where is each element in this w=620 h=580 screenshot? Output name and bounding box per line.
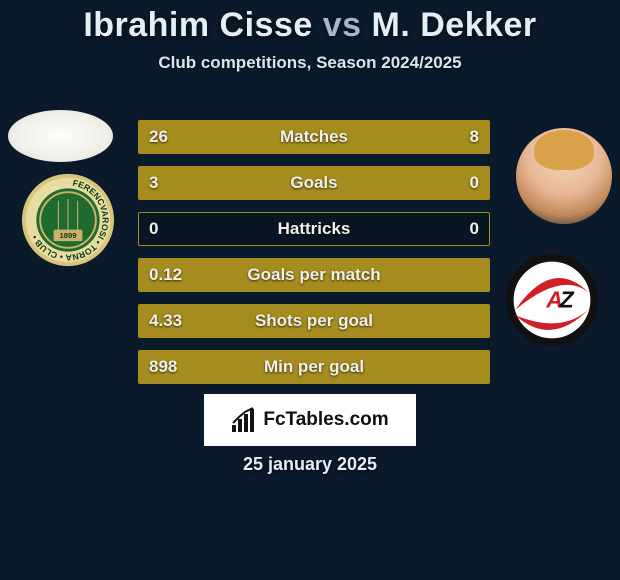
infographic: Ibrahim Cisse vs M. Dekker Club competit…	[0, 0, 620, 580]
club1-badge: FERENCVAROSI • TORNA • CLUB • 1899	[20, 172, 116, 268]
stat-row: 3Goals0	[138, 166, 490, 200]
title: Ibrahim Cisse vs M. Dekker	[0, 0, 620, 45]
stat-value-right: 8	[470, 127, 479, 147]
stat-label: Hattricks	[139, 219, 489, 239]
title-player2: M. Dekker	[372, 6, 537, 44]
stat-value-right: 0	[470, 173, 479, 193]
stat-label: Matches	[139, 127, 489, 147]
subtitle: Club competitions, Season 2024/2025	[0, 53, 620, 73]
stat-label: Shots per goal	[139, 311, 489, 331]
club2-badge: A Z	[504, 252, 600, 348]
stat-row: 26Matches8	[138, 120, 490, 154]
stat-row: 0.12Goals per match	[138, 258, 490, 292]
title-vs: vs	[323, 6, 362, 44]
brand-logo-icon	[231, 407, 257, 433]
stat-label: Goals per match	[139, 265, 489, 285]
date: 25 january 2025	[0, 454, 620, 475]
brand-text: FcTables.com	[263, 409, 388, 431]
brand-box: FcTables.com	[204, 394, 416, 446]
stat-row: 4.33Shots per goal	[138, 304, 490, 338]
svg-text:1899: 1899	[59, 231, 76, 240]
player1-avatar	[8, 110, 113, 162]
stat-rows: 26Matches83Goals00Hattricks00.12Goals pe…	[138, 120, 490, 396]
player2-avatar	[516, 128, 612, 224]
stat-value-right: 0	[470, 219, 479, 239]
stat-label: Min per goal	[139, 357, 489, 377]
stat-label: Goals	[139, 173, 489, 193]
svg-text:Z: Z	[559, 287, 575, 313]
stat-row: 898Min per goal	[138, 350, 490, 384]
title-player1: Ibrahim Cisse	[83, 6, 312, 44]
stat-row: 0Hattricks0	[138, 212, 490, 246]
